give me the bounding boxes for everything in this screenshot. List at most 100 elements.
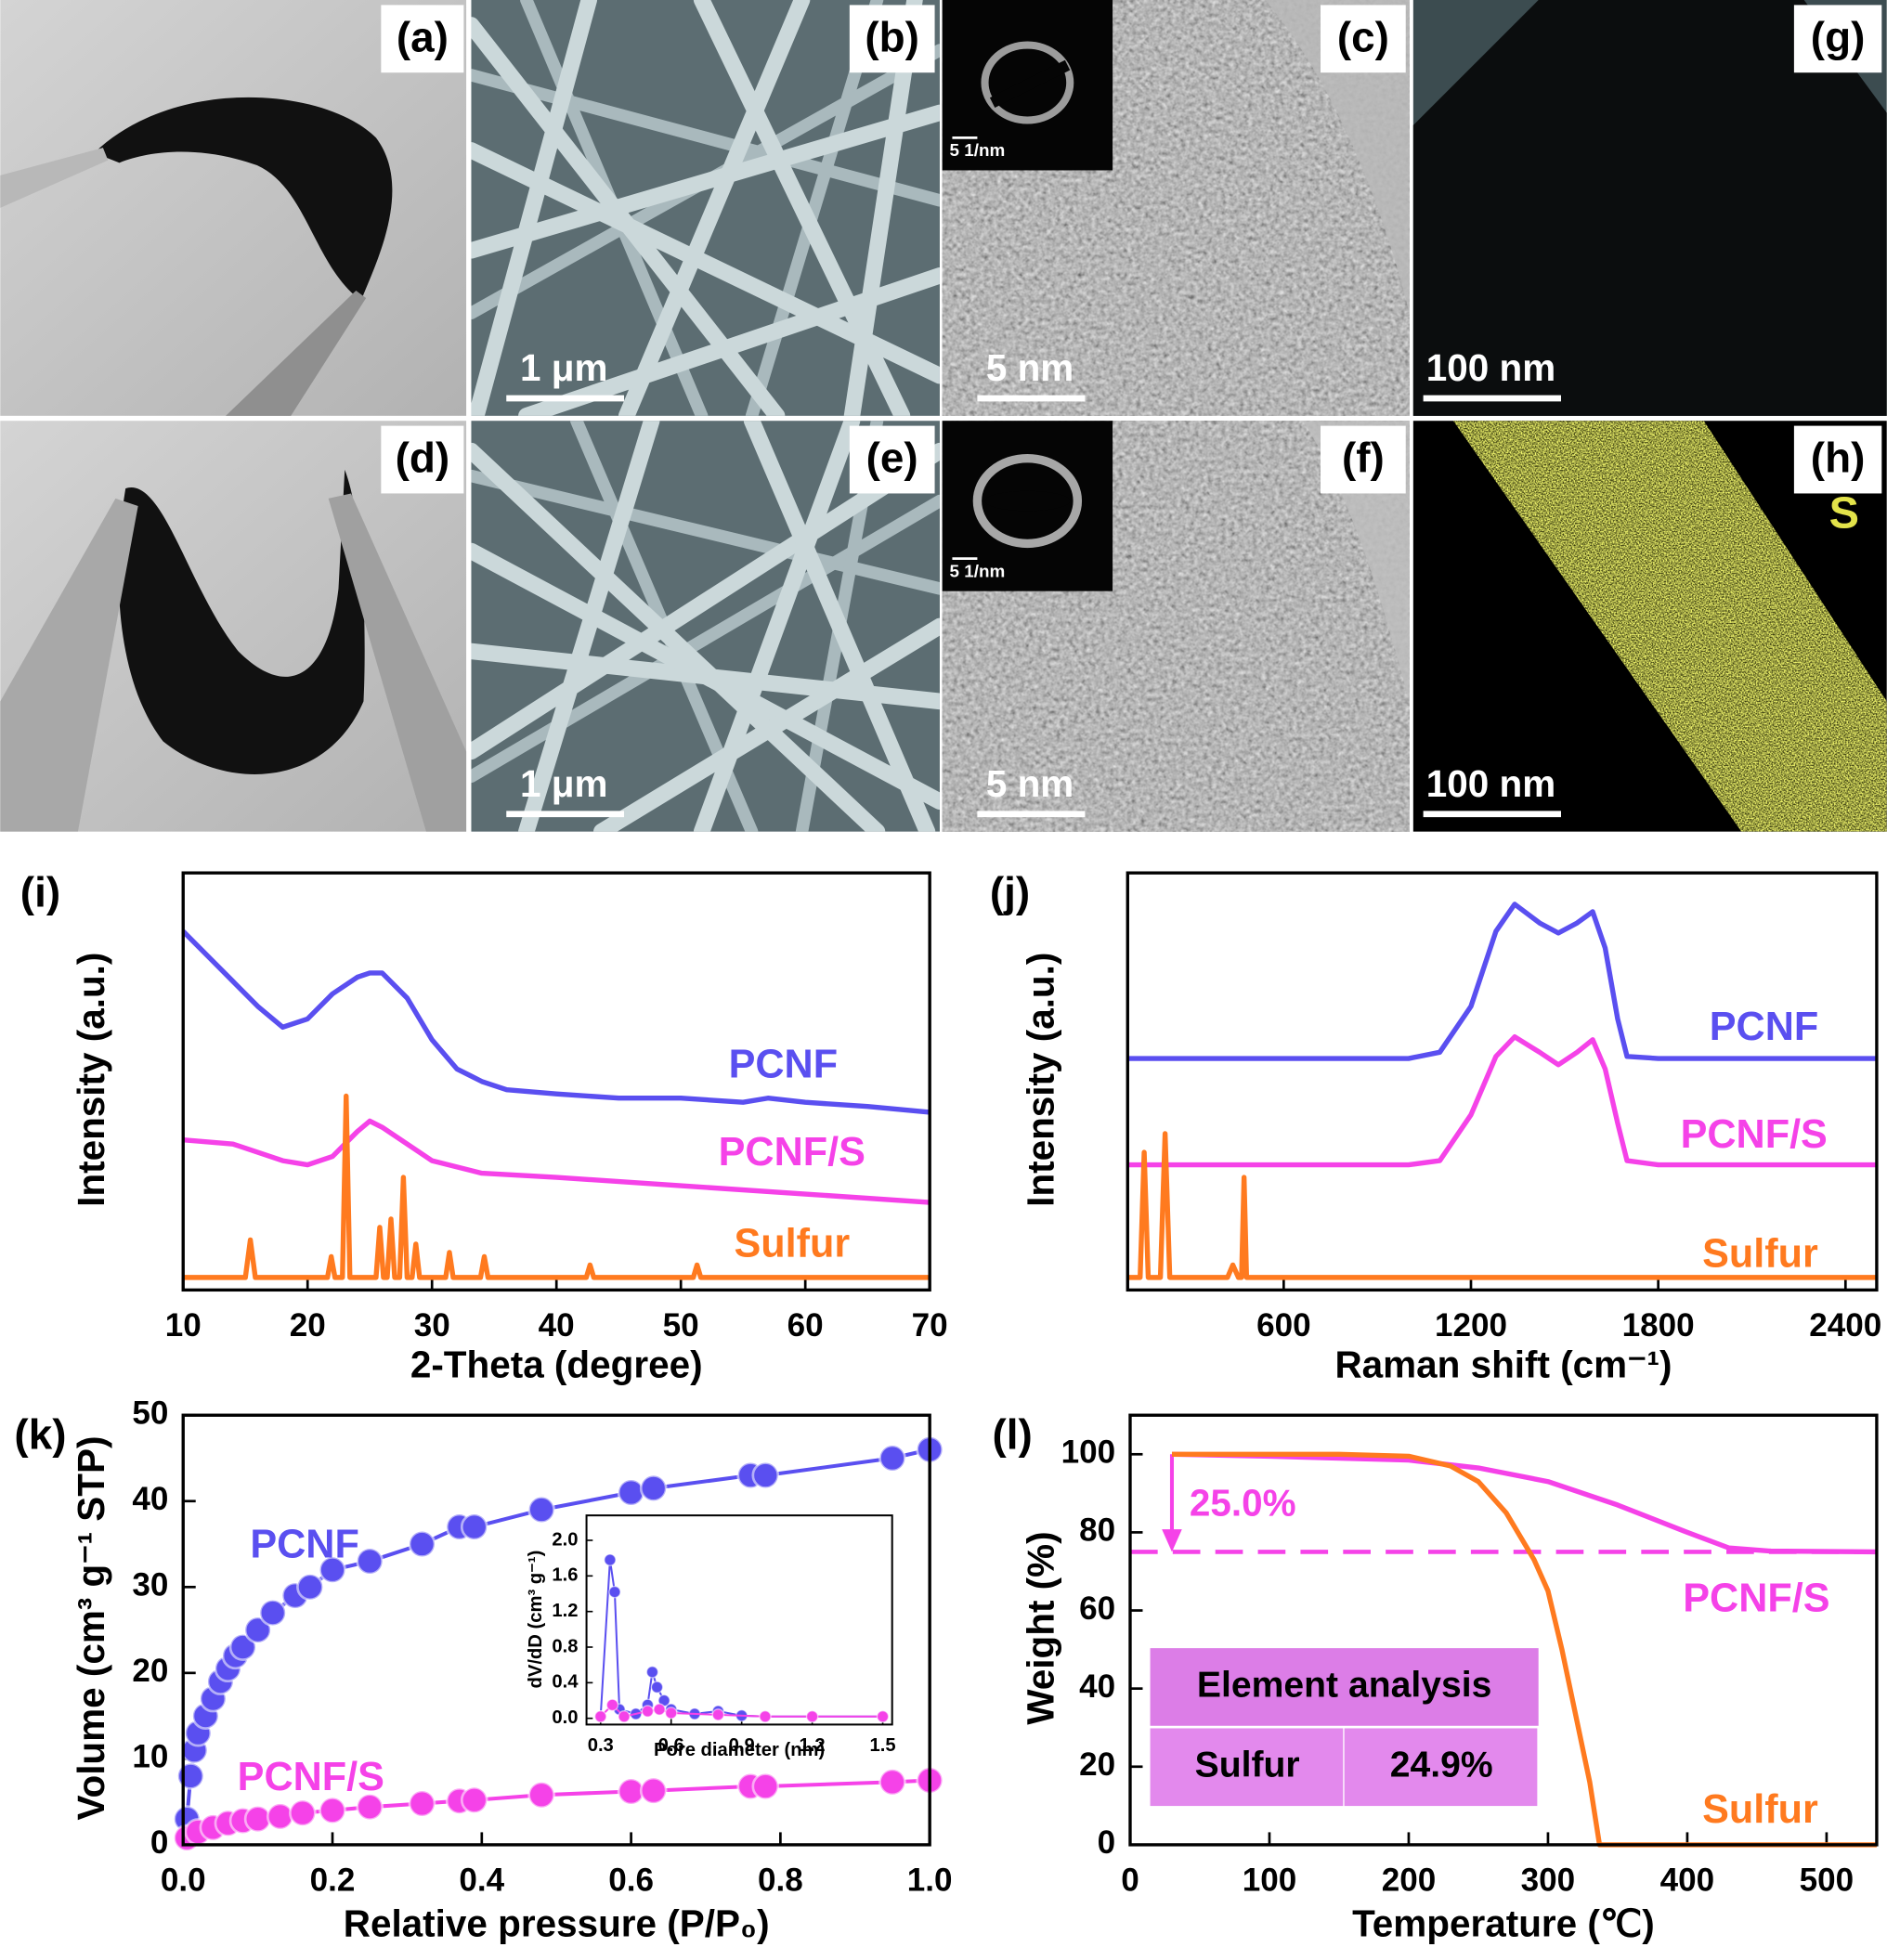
x-tick-label: 1200 [1435, 1307, 1507, 1343]
series-line [181, 929, 930, 1115]
y-tick-label: 80 [1079, 1512, 1115, 1549]
plot-frame [1126, 871, 1879, 1292]
x-tick-label: 70 [912, 1307, 948, 1343]
sem-panel: (e) 1 μm [471, 421, 940, 832]
plot-frame [1128, 1413, 1879, 1847]
x-tick-label: 400 [1660, 1863, 1715, 1899]
chart: 0.0 0.2 0.4 0.6 0.8 1.0 0 10 20 30 40 50 PCNF PCNF/S R… [14, 1395, 952, 1945]
data-point [617, 1478, 645, 1507]
series-label: PCNF [729, 1043, 838, 1087]
data-point [878, 1444, 906, 1473]
data-point [319, 1797, 346, 1824]
series-line [1127, 902, 1877, 1061]
data-point [751, 1461, 780, 1489]
panel-label: (f) [1342, 433, 1385, 481]
panel-label: (e) [866, 433, 918, 481]
y-axis-label: Volume (cm³ g⁻¹ STP) [70, 1436, 112, 1821]
x-tick-label: 0.3 [588, 1735, 614, 1756]
table-header: Element analysis [1197, 1665, 1491, 1705]
y-tick-label: 1.2 [552, 1601, 578, 1621]
scale-bar-label: 1 μm [520, 762, 607, 805]
x-tick-label: 200 [1382, 1863, 1437, 1899]
x-tick-label: 0.6 [658, 1735, 684, 1756]
panel-label: (k) [14, 1410, 66, 1459]
table-cell [1150, 1728, 1344, 1807]
y-tick-label: 0 [1098, 1824, 1116, 1861]
drop-arrow-head [1162, 1529, 1182, 1552]
chart: 0 100 200 300 400 500 0 20 40 60 80 100 25.0% Element… [993, 1410, 1879, 1944]
data-point [266, 1802, 294, 1831]
series-label: PCNF/S [719, 1130, 865, 1175]
data-point [296, 1573, 324, 1602]
data-point [618, 1710, 631, 1723]
data-point [639, 1776, 668, 1805]
eds-map-panel: (h) S 100 nm [1412, 421, 1887, 832]
data-point [645, 1666, 659, 1679]
panel-label: (d) [396, 433, 450, 481]
y-axis-label: Intensity (a.u.) [1020, 953, 1062, 1207]
table-cell-text: 24.9% [1390, 1746, 1493, 1785]
chart: 10 20 30 40 50 60 70 PCNF PCNF/S Sulfur 2-Theta (d… [20, 868, 948, 1386]
series-line [1127, 1034, 1877, 1168]
series-label: Sulfur [1702, 1231, 1818, 1276]
scale-bar-label: 100 nm [1426, 762, 1555, 805]
scale-bar-label: 5 nm [986, 346, 1074, 389]
y-tick-label: 0.8 [552, 1636, 578, 1656]
element-label: S [1829, 488, 1859, 539]
tem-panel: 5 1/nm (c) 5 nm [942, 0, 1410, 416]
panel-label: (h) [1811, 433, 1866, 481]
data-point [604, 1553, 617, 1566]
data-point [408, 1530, 436, 1558]
data-point [289, 1798, 317, 1827]
series-label: PCNF/S [238, 1755, 384, 1799]
scale-bar-label: 100 nm [1426, 346, 1555, 389]
data-point [751, 1772, 780, 1800]
x-tick-label: 100 [1243, 1863, 1297, 1899]
series-label: Sulfur [734, 1222, 850, 1266]
series-label: Sulfur [1702, 1787, 1818, 1832]
chart: 600 1200 1800 2400 PCNF PCNF/S Sulfur Raman shi… [990, 868, 1881, 1386]
chart: 0.3 0.6 0.9 1.2 1.5 0.0 0.4 0.8 1.2 1.6 2.0 Pore di… [526, 1514, 896, 1760]
x-tick-label: 10 [165, 1307, 202, 1343]
y-tick-label: 0 [150, 1824, 169, 1861]
panel-label: (c) [1337, 12, 1389, 60]
sem-panel: (b) 1 μm [471, 0, 940, 416]
x-axis-label: 2-Theta (degree) [410, 1343, 703, 1386]
data-point [594, 1710, 607, 1723]
y-tick-label: 40 [132, 1481, 168, 1517]
x-tick-label: 2400 [1809, 1307, 1881, 1343]
y-tick-label: 30 [132, 1567, 168, 1603]
data-point [605, 1698, 619, 1712]
table-cell [1344, 1728, 1538, 1807]
x-tick-label: 600 [1256, 1307, 1311, 1343]
data-point [319, 1555, 346, 1584]
data-point [527, 1496, 555, 1524]
series-line [1127, 1131, 1877, 1280]
x-tick-label: 60 [787, 1307, 824, 1343]
inset-scale-label: 5 1/nm [950, 562, 1006, 581]
stem-panel: (g) 100 nm [1412, 0, 1887, 416]
y-tick-label: 20 [132, 1653, 168, 1689]
x-tick-label: 50 [663, 1307, 699, 1343]
series-label: PCNF [1710, 1005, 1818, 1049]
tem-panel: 5 1/nm (f) 5 nm [942, 421, 1410, 832]
y-tick-label: 50 [132, 1395, 168, 1432]
data-point [608, 1585, 621, 1599]
x-tick-label: 0.8 [758, 1863, 803, 1899]
panel-label: (b) [865, 12, 919, 60]
data-point [243, 1616, 272, 1644]
y-tick-label: 10 [132, 1739, 168, 1775]
y-tick-label: 20 [1079, 1746, 1115, 1783]
y-axis-label: Weight (%) [1020, 1531, 1062, 1724]
panel-label: (j) [990, 868, 1030, 916]
x-tick-label: 1.2 [800, 1735, 826, 1756]
data-point [639, 1474, 668, 1502]
data-point [653, 1703, 666, 1716]
table-cell-text: Sulfur [1195, 1746, 1300, 1785]
series-line [1171, 1451, 1877, 1555]
x-tick-label: 40 [539, 1307, 575, 1343]
x-tick-label: 0.0 [161, 1863, 206, 1899]
y-tick-label: 100 [1061, 1434, 1116, 1471]
